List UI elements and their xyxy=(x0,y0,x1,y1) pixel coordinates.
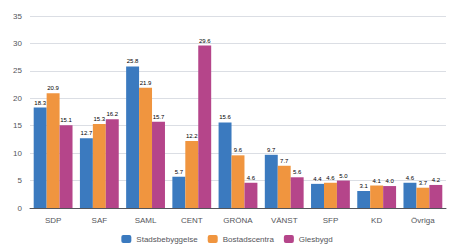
svg-text:4.0: 4.0 xyxy=(385,178,394,184)
svg-text:GRÖNA: GRÖNA xyxy=(223,216,253,225)
svg-text:4.6: 4.6 xyxy=(247,175,256,181)
svg-text:29.6: 29.6 xyxy=(199,38,211,44)
svg-text:VÄNST: VÄNST xyxy=(271,216,298,225)
svg-text:CENT: CENT xyxy=(181,216,203,225)
svg-text:KD: KD xyxy=(371,216,382,225)
svg-text:4.6: 4.6 xyxy=(326,175,335,181)
svg-text:Övriga: Övriga xyxy=(411,216,435,225)
svg-text:Bostadscentra: Bostadscentra xyxy=(223,235,275,244)
svg-text:SAF: SAF xyxy=(92,216,108,225)
svg-text:18.3: 18.3 xyxy=(34,100,46,106)
svg-text:25.8: 25.8 xyxy=(127,58,139,64)
svg-text:9.6: 9.6 xyxy=(234,147,243,153)
svg-text:4.1: 4.1 xyxy=(372,178,381,184)
svg-text:5.7: 5.7 xyxy=(175,169,184,175)
svg-text:15.3: 15.3 xyxy=(93,116,105,122)
svg-text:3.1: 3.1 xyxy=(360,183,369,189)
svg-text:Stadsbebyggelse: Stadsbebyggelse xyxy=(136,235,198,244)
svg-text:15.1: 15.1 xyxy=(60,117,72,123)
svg-text:SAML: SAML xyxy=(135,216,157,225)
svg-text:15: 15 xyxy=(13,121,22,130)
svg-text:5.6: 5.6 xyxy=(293,169,302,175)
svg-text:4.4: 4.4 xyxy=(313,176,322,182)
svg-text:25: 25 xyxy=(13,66,22,75)
svg-text:20: 20 xyxy=(13,94,22,103)
svg-text:5.0: 5.0 xyxy=(339,173,348,179)
svg-text:Glesbygd: Glesbygd xyxy=(299,235,333,244)
svg-text:SFP: SFP xyxy=(323,216,339,225)
svg-text:15.7: 15.7 xyxy=(153,114,165,120)
svg-text:7.7: 7.7 xyxy=(280,158,289,164)
svg-text:SDP: SDP xyxy=(45,216,61,225)
svg-text:9.7: 9.7 xyxy=(267,147,276,153)
svg-text:3.7: 3.7 xyxy=(419,180,428,186)
svg-text:12.7: 12.7 xyxy=(81,130,93,136)
svg-text:4.6: 4.6 xyxy=(406,175,415,181)
svg-text:16.2: 16.2 xyxy=(106,111,118,117)
svg-text:12.2: 12.2 xyxy=(186,133,198,139)
svg-text:20.9: 20.9 xyxy=(47,85,59,91)
svg-text:4.2: 4.2 xyxy=(432,177,441,183)
svg-text:21.9: 21.9 xyxy=(140,80,152,86)
svg-text:5: 5 xyxy=(18,176,23,185)
svg-text:15.6: 15.6 xyxy=(219,114,231,120)
svg-text:0: 0 xyxy=(18,204,23,213)
svg-text:10: 10 xyxy=(13,149,22,158)
svg-text:30: 30 xyxy=(13,39,22,48)
svg-text:35: 35 xyxy=(13,12,22,21)
